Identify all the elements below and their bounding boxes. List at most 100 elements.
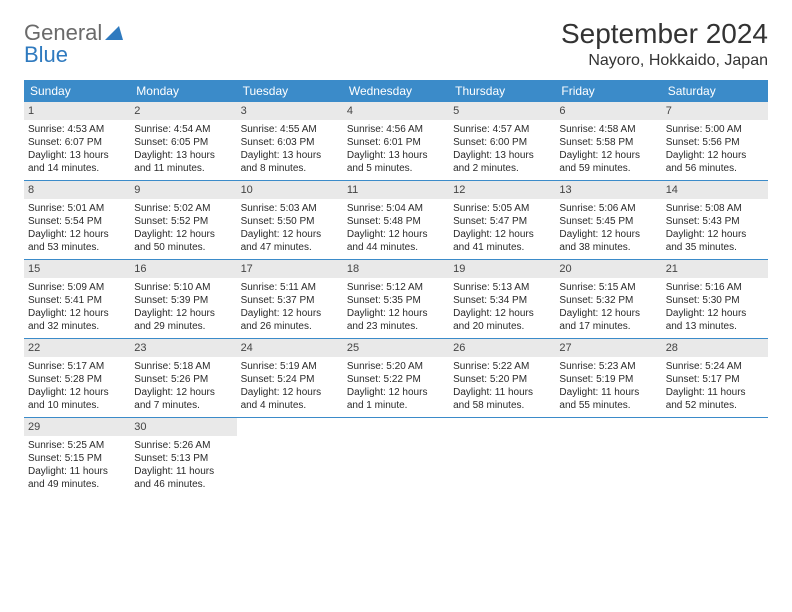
- sunset-line: Sunset: 5:13 PM: [134, 452, 232, 465]
- daylight-line: Daylight: 12 hours and 4 minutes.: [241, 386, 339, 412]
- sunrise-line: Sunrise: 5:22 AM: [453, 360, 551, 373]
- sunset-line: Sunset: 5:47 PM: [453, 215, 551, 228]
- daylight-line: Daylight: 11 hours and 58 minutes.: [453, 386, 551, 412]
- calendar-week: 22Sunrise: 5:17 AMSunset: 5:28 PMDayligh…: [24, 338, 768, 417]
- calendar-cell: [555, 418, 661, 496]
- calendar-cell: [343, 418, 449, 496]
- daylight-line: Daylight: 13 hours and 2 minutes.: [453, 149, 551, 175]
- sunset-line: Sunset: 5:35 PM: [347, 294, 445, 307]
- sunrise-line: Sunrise: 5:26 AM: [134, 439, 232, 452]
- logo-triangle-icon: [105, 22, 123, 44]
- calendar-week: 15Sunrise: 5:09 AMSunset: 5:41 PMDayligh…: [24, 259, 768, 338]
- calendar-cell: 3Sunrise: 4:55 AMSunset: 6:03 PMDaylight…: [237, 102, 343, 180]
- sunset-line: Sunset: 5:30 PM: [666, 294, 764, 307]
- logo-text: General Blue: [24, 22, 123, 66]
- sunset-line: Sunset: 5:24 PM: [241, 373, 339, 386]
- day-number: 7: [662, 102, 768, 120]
- calendar-cell: [237, 418, 343, 496]
- day-header-cell: Saturday: [662, 80, 768, 102]
- calendar-cell: [662, 418, 768, 496]
- sunrise-line: Sunrise: 4:58 AM: [559, 123, 657, 136]
- calendar-cell: 10Sunrise: 5:03 AMSunset: 5:50 PMDayligh…: [237, 181, 343, 259]
- day-number: 13: [555, 181, 661, 199]
- day-number: 29: [24, 418, 130, 436]
- sunrise-line: Sunrise: 5:08 AM: [666, 202, 764, 215]
- daylight-line: Daylight: 12 hours and 7 minutes.: [134, 386, 232, 412]
- sunrise-line: Sunrise: 5:16 AM: [666, 281, 764, 294]
- day-number: 22: [24, 339, 130, 357]
- daylight-line: Daylight: 13 hours and 14 minutes.: [28, 149, 126, 175]
- day-number: 6: [555, 102, 661, 120]
- calendar-cell: 23Sunrise: 5:18 AMSunset: 5:26 PMDayligh…: [130, 339, 236, 417]
- day-number: 3: [237, 102, 343, 120]
- calendar-week: 1Sunrise: 4:53 AMSunset: 6:07 PMDaylight…: [24, 102, 768, 180]
- daylight-line: Daylight: 12 hours and 10 minutes.: [28, 386, 126, 412]
- sunset-line: Sunset: 5:58 PM: [559, 136, 657, 149]
- calendar-cell: 12Sunrise: 5:05 AMSunset: 5:47 PMDayligh…: [449, 181, 555, 259]
- calendar-body: 1Sunrise: 4:53 AMSunset: 6:07 PMDaylight…: [24, 102, 768, 496]
- day-header-cell: Sunday: [24, 80, 130, 102]
- sunset-line: Sunset: 5:17 PM: [666, 373, 764, 386]
- calendar-cell: 21Sunrise: 5:16 AMSunset: 5:30 PMDayligh…: [662, 260, 768, 338]
- sunrise-line: Sunrise: 5:05 AM: [453, 202, 551, 215]
- daylight-line: Daylight: 13 hours and 5 minutes.: [347, 149, 445, 175]
- day-number: 21: [662, 260, 768, 278]
- day-number: 1: [24, 102, 130, 120]
- sunrise-line: Sunrise: 5:03 AM: [241, 202, 339, 215]
- day-number: 30: [130, 418, 236, 436]
- day-header-cell: Monday: [130, 80, 236, 102]
- calendar-cell: 14Sunrise: 5:08 AMSunset: 5:43 PMDayligh…: [662, 181, 768, 259]
- sunrise-line: Sunrise: 5:17 AM: [28, 360, 126, 373]
- calendar-cell: 6 Sunrise: 4:58 AMSunset: 5:58 PMDaylight…: [555, 102, 661, 180]
- sunset-line: Sunset: 5:20 PM: [453, 373, 551, 386]
- sunset-line: Sunset: 5:32 PM: [559, 294, 657, 307]
- sunrise-line: Sunrise: 5:10 AM: [134, 281, 232, 294]
- sunrise-line: Sunrise: 5:13 AM: [453, 281, 551, 294]
- sunrise-line: Sunrise: 5:25 AM: [28, 439, 126, 452]
- sunrise-line: Sunrise: 4:54 AM: [134, 123, 232, 136]
- header: General Blue September 2024 Nayoro, Hokk…: [24, 18, 768, 70]
- day-number: 4: [343, 102, 449, 120]
- calendar-cell: 13Sunrise: 5:06 AMSunset: 5:45 PMDayligh…: [555, 181, 661, 259]
- sunset-line: Sunset: 6:05 PM: [134, 136, 232, 149]
- sunrise-line: Sunrise: 5:24 AM: [666, 360, 764, 373]
- daylight-line: Daylight: 13 hours and 11 minutes.: [134, 149, 232, 175]
- calendar-cell: 25Sunrise: 5:20 AMSunset: 5:22 PMDayligh…: [343, 339, 449, 417]
- sunset-line: Sunset: 6:03 PM: [241, 136, 339, 149]
- calendar-cell: 19Sunrise: 5:13 AMSunset: 5:34 PMDayligh…: [449, 260, 555, 338]
- daylight-line: Daylight: 12 hours and 41 minutes.: [453, 228, 551, 254]
- sunrise-line: Sunrise: 5:11 AM: [241, 281, 339, 294]
- day-header-cell: Friday: [555, 80, 661, 102]
- daylight-line: Daylight: 11 hours and 46 minutes.: [134, 465, 232, 491]
- day-number: 27: [555, 339, 661, 357]
- sunset-line: Sunset: 5:19 PM: [559, 373, 657, 386]
- sunset-line: Sunset: 5:26 PM: [134, 373, 232, 386]
- day-header-cell: Thursday: [449, 80, 555, 102]
- daylight-line: Daylight: 12 hours and 23 minutes.: [347, 307, 445, 333]
- day-number: 24: [237, 339, 343, 357]
- sunrise-line: Sunrise: 5:18 AM: [134, 360, 232, 373]
- calendar-cell: 9Sunrise: 5:02 AMSunset: 5:52 PMDaylight…: [130, 181, 236, 259]
- sunset-line: Sunset: 5:54 PM: [28, 215, 126, 228]
- daylight-line: Daylight: 12 hours and 1 minute.: [347, 386, 445, 412]
- daylight-line: Daylight: 12 hours and 47 minutes.: [241, 228, 339, 254]
- calendar-cell: 17Sunrise: 5:11 AMSunset: 5:37 PMDayligh…: [237, 260, 343, 338]
- sunset-line: Sunset: 6:00 PM: [453, 136, 551, 149]
- day-number: 15: [24, 260, 130, 278]
- daylight-line: Daylight: 12 hours and 29 minutes.: [134, 307, 232, 333]
- logo: General Blue: [24, 22, 123, 66]
- month-title: September 2024: [561, 18, 768, 50]
- sunset-line: Sunset: 5:56 PM: [666, 136, 764, 149]
- calendar-week: 29Sunrise: 5:25 AMSunset: 5:15 PMDayligh…: [24, 417, 768, 496]
- day-number: 18: [343, 260, 449, 278]
- sunrise-line: Sunrise: 4:55 AM: [241, 123, 339, 136]
- sunrise-line: Sunrise: 5:23 AM: [559, 360, 657, 373]
- sunrise-line: Sunrise: 4:57 AM: [453, 123, 551, 136]
- day-number: 20: [555, 260, 661, 278]
- sunrise-line: Sunrise: 4:53 AM: [28, 123, 126, 136]
- sunrise-line: Sunrise: 5:02 AM: [134, 202, 232, 215]
- day-number: 10: [237, 181, 343, 199]
- day-number: 8: [24, 181, 130, 199]
- daylight-line: Daylight: 12 hours and 59 minutes.: [559, 149, 657, 175]
- calendar-cell: 27Sunrise: 5:23 AMSunset: 5:19 PMDayligh…: [555, 339, 661, 417]
